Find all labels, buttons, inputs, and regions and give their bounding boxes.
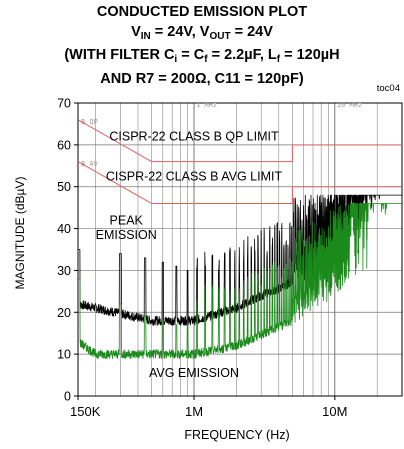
title-line-1: CONDUCTED EMISSION PLOT (96, 4, 308, 20)
avg-emission-trace (77, 203, 403, 360)
x-tick-label: 1M (185, 404, 203, 419)
figure-tag: toc04 (376, 83, 400, 94)
y-tick-label: 60 (57, 138, 71, 152)
peak-emission-trace (77, 194, 403, 326)
y-axis-label: MAGNITUDE (dBµV) (13, 176, 27, 290)
instrument-label: B AV (81, 160, 99, 168)
y-tick-label: 0 (64, 390, 71, 404)
title-line-2: VIN = 24V, VOUT = 24V (131, 23, 273, 42)
limit-line (77, 119, 402, 163)
annotation: CISPR-22 CLASS B QP LIMIT (109, 130, 279, 144)
y-tick-label: 50 (57, 180, 71, 194)
y-tick-label: 30 (57, 264, 71, 278)
chart-title: CONDUCTED EMISSION PLOT VIN = 24V, VOUT … (0, 3, 404, 89)
annotation: PEAK (110, 213, 144, 227)
annotation: EMISSION (96, 228, 157, 242)
limit-line (77, 161, 402, 204)
x-axis-label: FREQUENCY (Hz) (184, 428, 290, 442)
title-line-3: (WITH FILTER Ci = Cf = 2.2µF, Lf = 120µH (64, 47, 340, 65)
x-tick-label: 10M (322, 404, 347, 419)
title-line-4: AND R7 = 200Ω, C11 = 120pF) (100, 70, 304, 87)
instrument-label: B QP (81, 118, 98, 126)
instrument-label: 1 MHz (196, 101, 217, 109)
annotation: AVG EMISSION (149, 366, 239, 380)
y-tick-label: 70 (57, 97, 71, 111)
x-tick-label: 150K (70, 404, 101, 419)
y-tick-label: 20 (57, 306, 71, 320)
y-tick-label: 10 (57, 348, 71, 362)
instrument-label: 10 MHz (337, 101, 362, 109)
annotation: CISPR-22 CLASS B AVG LIMIT (106, 169, 283, 183)
y-tick-label: 40 (57, 222, 71, 236)
